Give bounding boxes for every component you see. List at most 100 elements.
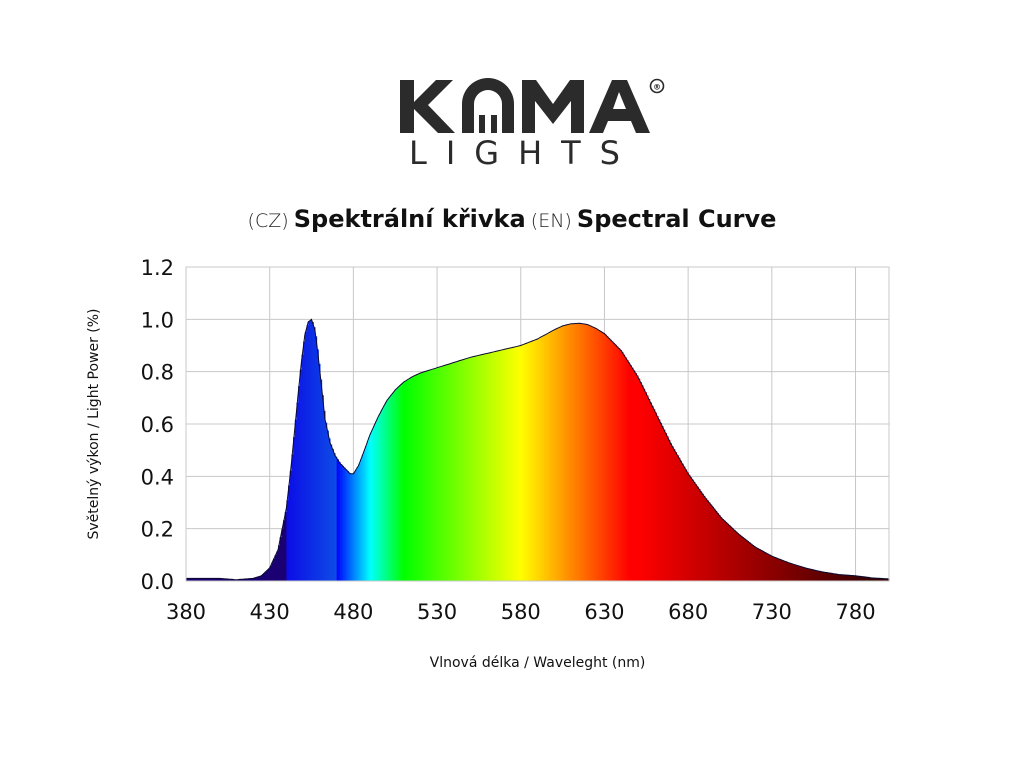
spectrum-bar bbox=[587, 324, 590, 581]
spectrum-bar bbox=[217, 578, 221, 581]
spectrum-bar bbox=[323, 410, 326, 581]
spectrum-bar bbox=[318, 363, 321, 581]
y-tick-label: 1.0 bbox=[141, 308, 174, 332]
spectrum-bar bbox=[348, 472, 351, 581]
spectrum-bar bbox=[326, 430, 329, 581]
spectrum-bar bbox=[855, 575, 858, 581]
spectrum-bar bbox=[671, 446, 674, 581]
spectrum-bar bbox=[331, 448, 334, 581]
spectrum-bar bbox=[231, 579, 234, 581]
spectrum-bar bbox=[822, 571, 825, 581]
spectrum-bar bbox=[512, 347, 515, 581]
registered-mark: ® bbox=[649, 78, 665, 94]
spectrum-bar bbox=[766, 553, 770, 581]
spectrum-bar bbox=[724, 522, 728, 581]
spectrum-bar bbox=[244, 578, 247, 581]
spectrum-bar bbox=[219, 578, 222, 581]
spectrum-bar bbox=[740, 535, 743, 581]
spectrum-bar bbox=[594, 328, 597, 581]
spectrum-bar bbox=[681, 463, 684, 581]
spectrum-bar bbox=[510, 347, 513, 581]
x-axis-ticks: 380 430 480 530 580 630 680 730 780 bbox=[166, 600, 876, 624]
spectrum-bar bbox=[473, 356, 477, 581]
spectrum-bar bbox=[581, 323, 584, 581]
spectrum-bar bbox=[711, 506, 714, 581]
spectrum-bar bbox=[862, 576, 865, 581]
spectrum-bar bbox=[527, 342, 530, 581]
spectrum-bar bbox=[376, 417, 380, 581]
spectrum-bar bbox=[355, 469, 358, 581]
spectrum-bar bbox=[688, 474, 691, 581]
spectrum-bar bbox=[604, 334, 607, 581]
spectrum-bar bbox=[391, 393, 395, 581]
spectrum-bar bbox=[443, 365, 447, 581]
spectrum-bar bbox=[365, 445, 368, 581]
spectrum-bar bbox=[247, 578, 251, 581]
y-tick-label: 0.0 bbox=[141, 570, 174, 594]
spectrum-bar bbox=[663, 429, 666, 581]
spectrum-bar bbox=[721, 518, 724, 581]
spectrum-bar bbox=[540, 336, 544, 581]
spectrum-bar bbox=[885, 578, 888, 581]
spectrum-bar bbox=[760, 550, 763, 581]
spectrum-bar bbox=[773, 557, 776, 581]
spectrum-bar bbox=[552, 330, 555, 581]
spectrum-bar bbox=[750, 543, 753, 581]
spectrum-bar bbox=[214, 578, 217, 581]
spectrum-bar bbox=[324, 422, 328, 581]
spectrum-bar bbox=[191, 578, 194, 581]
spectrum-bar bbox=[806, 568, 810, 581]
spectrum-bar bbox=[375, 421, 378, 581]
spectrum-bar bbox=[803, 567, 806, 581]
spectrum-bar bbox=[877, 578, 880, 581]
spectrum-bar bbox=[262, 573, 266, 581]
x-tick-label: 730 bbox=[752, 600, 792, 624]
spectrum-bar bbox=[778, 559, 781, 581]
spectrum-bar bbox=[591, 326, 594, 581]
spectrum-bar bbox=[708, 502, 711, 581]
spectrum-bar bbox=[408, 378, 411, 581]
spectrum-bar bbox=[224, 578, 227, 581]
spectrum-bar bbox=[875, 578, 878, 581]
spectrum-bar bbox=[492, 351, 495, 581]
spectrum-bar bbox=[304, 331, 308, 581]
spectrum-bar bbox=[460, 360, 463, 581]
spectrum-bar bbox=[341, 465, 344, 581]
spectrum-bar bbox=[189, 578, 192, 581]
spectrum-bar bbox=[634, 372, 637, 581]
spectrum-bar bbox=[448, 363, 452, 581]
spectrum-bar bbox=[788, 562, 791, 581]
spectrum-bar bbox=[780, 559, 783, 581]
spectrum-bar bbox=[554, 329, 557, 581]
spectrum-bar bbox=[606, 336, 609, 581]
spectrum-bar bbox=[651, 405, 654, 581]
spectrum-bar bbox=[430, 369, 433, 581]
spectrum-bar bbox=[286, 500, 289, 581]
spectrum-bar bbox=[818, 571, 821, 581]
spectrum-bar bbox=[227, 579, 231, 581]
spectrum-bar bbox=[649, 402, 652, 581]
spectrum-bar bbox=[868, 577, 872, 581]
spectrum-bar bbox=[206, 578, 209, 581]
spectrum-bar bbox=[333, 453, 336, 581]
spectrum-bar bbox=[691, 479, 694, 581]
spectrum-bar bbox=[584, 324, 587, 581]
spectrum-bar bbox=[400, 384, 403, 581]
spectrum-bar bbox=[398, 386, 401, 581]
spectrum-bar bbox=[686, 472, 689, 581]
spectrum-bar bbox=[406, 379, 410, 581]
spectrum-bar bbox=[547, 333, 550, 581]
spectrum-bar bbox=[837, 574, 840, 581]
spectrum-bar bbox=[256, 577, 259, 581]
spectrum-bar bbox=[437, 367, 440, 581]
spectrum-bar bbox=[873, 578, 877, 581]
spectrum-bar bbox=[544, 334, 547, 581]
spectrum-bar bbox=[827, 572, 830, 581]
spectrum-bar bbox=[746, 541, 749, 581]
spectrum-bar bbox=[619, 349, 622, 581]
spectrum-bar bbox=[857, 576, 860, 581]
y-axis-label: Světelný výkon / Light Power (%) bbox=[86, 308, 102, 539]
spectrum-bar bbox=[674, 452, 678, 581]
spectrum-bar bbox=[761, 551, 765, 581]
spectrum-bar bbox=[751, 545, 755, 581]
